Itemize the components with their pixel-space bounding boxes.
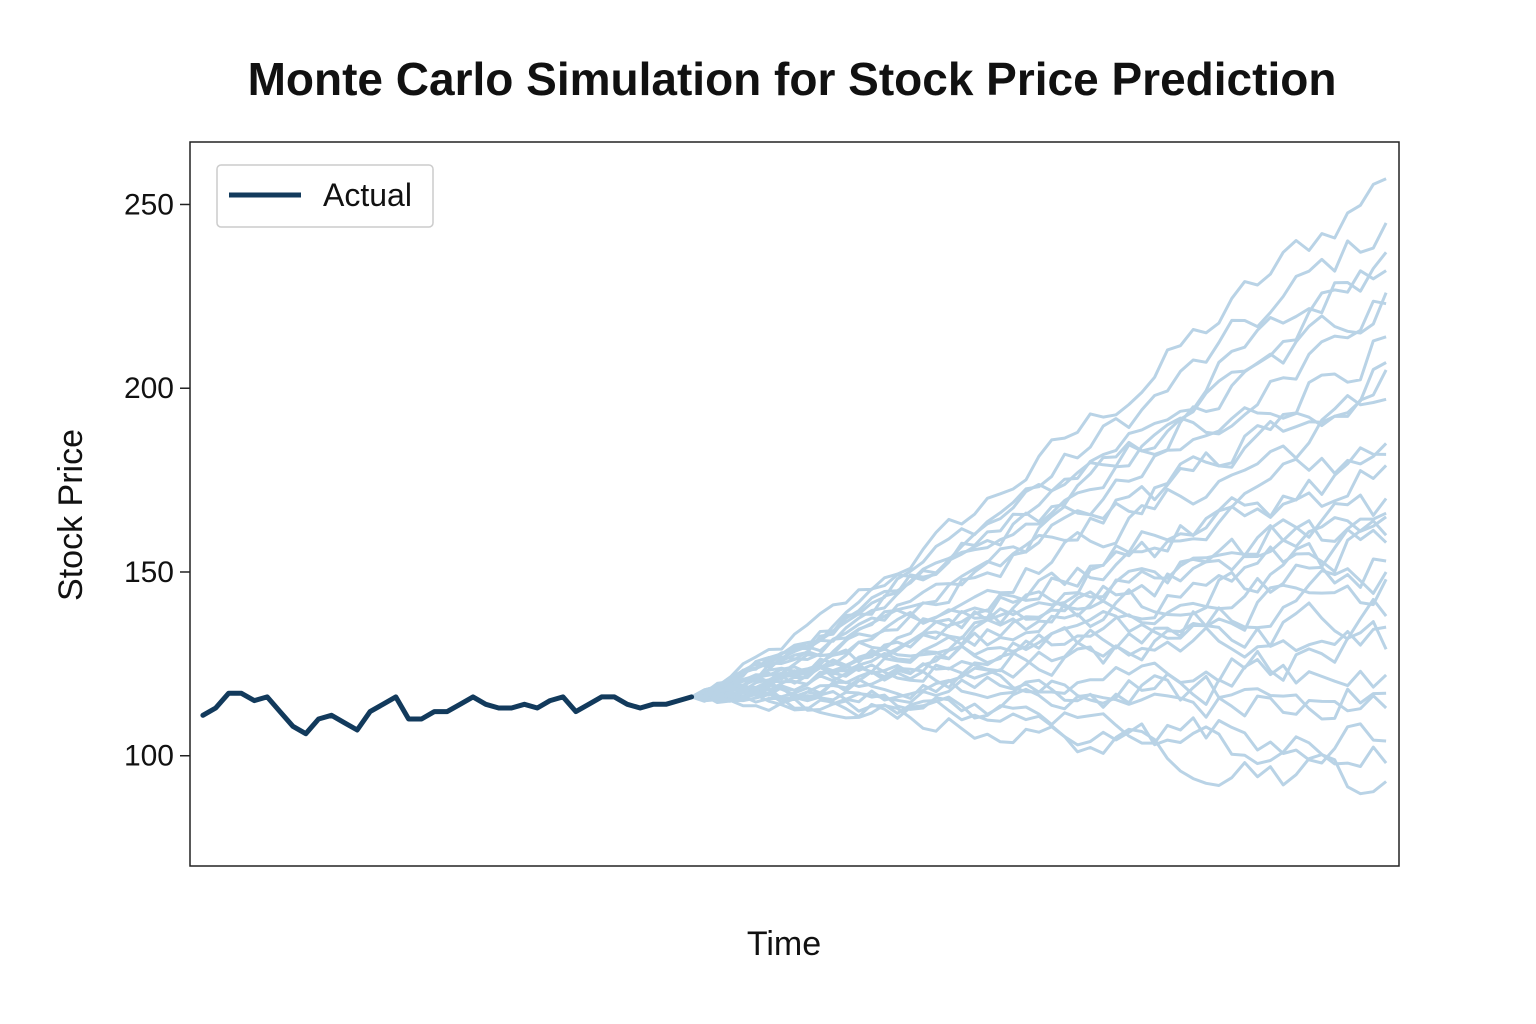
simulation-line-27 [691, 369, 1388, 699]
simulation-line-9 [691, 442, 1388, 701]
simulation-line-28 [691, 299, 1387, 699]
x-axis-label: Time [747, 925, 821, 963]
simulation-line-8 [691, 394, 1387, 701]
y-tick-label: 100 [124, 740, 174, 773]
simulation-line-1 [690, 177, 1387, 699]
simulation-line-22 [691, 692, 1388, 796]
y-tick-label: 250 [124, 188, 174, 221]
simulation-line-21 [691, 694, 1388, 768]
simulation-line-26 [691, 446, 1387, 699]
simulation-line-18 [691, 674, 1387, 721]
y-tick-label: 150 [124, 556, 174, 589]
simulation-line-30 [691, 528, 1388, 702]
legend-entry-actual: Actual [323, 177, 412, 213]
simulation-line-6 [691, 335, 1387, 699]
y-axis-label: Stock Price [52, 429, 90, 601]
simulation-series-group [690, 177, 1388, 796]
simulation-line-29 [691, 658, 1388, 706]
chart-title: Monte Carlo Simulation for Stock Price P… [248, 53, 1337, 105]
simulation-line-19 [691, 687, 1388, 719]
y-axis: 100 150 200 250 [124, 188, 190, 773]
y-tick-label: 200 [124, 372, 174, 405]
simulation-line-3 [691, 251, 1388, 699]
legend: Actual [216, 164, 434, 228]
simulation-line-25 [691, 622, 1387, 703]
actual-series-group [200, 690, 695, 737]
simulation-line-23 [690, 515, 1387, 699]
actual-line [200, 690, 695, 737]
plot-area-frame [189, 141, 1400, 867]
simulation-line-14 [691, 557, 1387, 699]
legend-box [216, 164, 434, 228]
